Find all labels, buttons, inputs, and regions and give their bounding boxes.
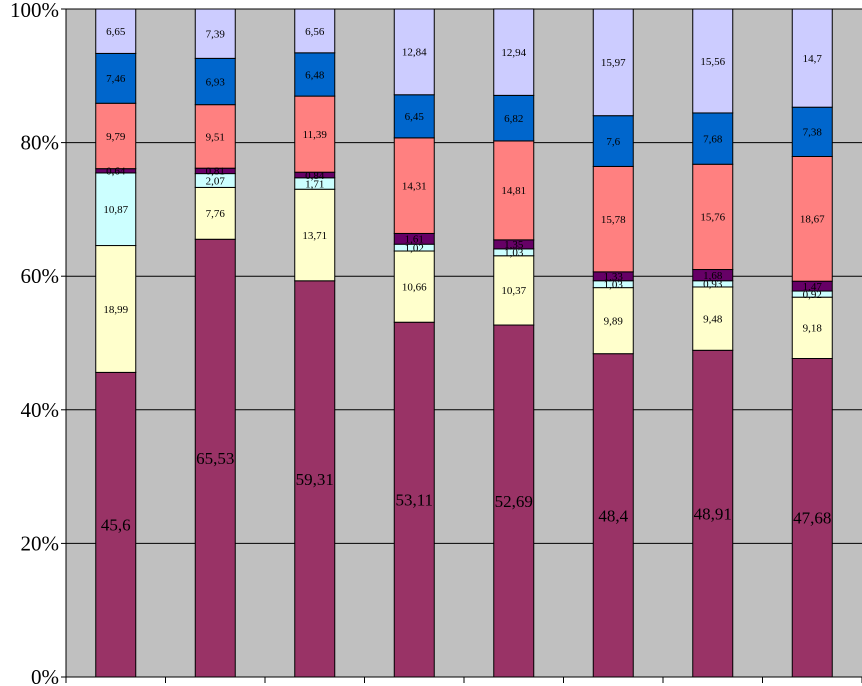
data-label: 15,97 <box>601 57 626 69</box>
bar-segment-series-2 <box>95 245 137 373</box>
y-tick-label: 40% <box>21 398 60 422</box>
data-label: 9,79 <box>106 131 126 143</box>
data-label: 10,87 <box>103 204 128 216</box>
bar-segment-series-7 <box>692 8 734 114</box>
bar-segment-series-5 <box>791 155 833 282</box>
bar-segment-series-7 <box>592 8 634 117</box>
bar-segment-series-1 <box>95 371 137 678</box>
bar-segment-series-1 <box>393 321 435 678</box>
data-label: 6,56 <box>305 26 325 38</box>
data-label: 0,92 <box>803 289 822 301</box>
data-label: 0,64 <box>106 166 126 178</box>
data-label: 48,91 <box>694 505 732 524</box>
bar-segment-series-6 <box>95 52 137 104</box>
bar-segment-series-7 <box>294 8 336 54</box>
data-label: 7,76 <box>206 208 226 220</box>
data-label: 9,48 <box>703 313 723 325</box>
data-label: 6,45 <box>405 111 425 123</box>
data-label: 1,03 <box>504 247 524 259</box>
data-label: 6,48 <box>305 69 325 81</box>
data-label: 52,69 <box>495 492 533 511</box>
data-label: 10,37 <box>501 285 526 297</box>
data-label: 9,51 <box>206 131 225 143</box>
bar-segment-series-5 <box>194 104 236 169</box>
y-tick-label: 0% <box>31 665 59 686</box>
data-label: 18,67 <box>800 214 825 226</box>
bar-segment-series-7 <box>194 8 236 59</box>
bar-segment-series-5 <box>592 165 634 273</box>
data-label: 47,68 <box>793 509 831 528</box>
data-label: 48,4 <box>598 506 628 525</box>
bar-segment-series-2 <box>791 296 833 359</box>
data-label: 7,68 <box>703 133 723 145</box>
data-label: 15,78 <box>601 214 626 226</box>
data-label: 59,31 <box>296 470 334 489</box>
bar-segment-series-5 <box>294 95 336 173</box>
bar-segment-series-7 <box>95 8 137 54</box>
data-label: 1,61 <box>405 234 424 246</box>
data-label: 1,33 <box>604 271 624 283</box>
data-label: 65,53 <box>196 449 234 468</box>
bar-segment-series-6 <box>791 106 833 157</box>
data-label: 53,11 <box>395 491 433 510</box>
y-tick-label: 100% <box>10 0 59 22</box>
bar-segment-series-5 <box>393 137 435 234</box>
data-label: 6,82 <box>504 113 523 125</box>
data-label: 1,35 <box>504 239 524 251</box>
bar-segment-series-5 <box>493 140 535 241</box>
data-label: 0,93 <box>703 279 723 291</box>
y-tick-label: 60% <box>21 264 60 288</box>
data-label: 9,18 <box>803 323 823 335</box>
bar-segment-series-5 <box>692 163 734 271</box>
data-label: 14,31 <box>402 181 427 193</box>
bar-segment-series-2 <box>692 286 734 351</box>
bar-segment-series-2 <box>393 250 435 323</box>
bar-segment-series-6 <box>692 112 734 165</box>
bar-segment-series-1 <box>294 280 336 678</box>
data-label: 1,47 <box>803 281 823 293</box>
bar-segment-series-6 <box>194 57 236 106</box>
bar-segment-series-7 <box>493 8 535 96</box>
data-label: 45,6 <box>101 516 131 535</box>
data-label: 15,76 <box>700 212 725 224</box>
bar-segment-series-6 <box>592 115 634 167</box>
data-label: 7,6 <box>606 136 620 148</box>
data-label: 0,84 <box>305 170 325 182</box>
data-label: 10,66 <box>402 281 427 293</box>
data-label: 2,07 <box>206 175 226 187</box>
data-label: 7,39 <box>206 29 226 41</box>
bar-segment-series-5 <box>95 102 137 170</box>
bar-segment-series-1 <box>493 324 535 678</box>
data-label: 1,02 <box>405 242 424 254</box>
data-label: 14,7 <box>803 53 823 65</box>
data-label: 1,03 <box>604 279 624 291</box>
y-tick-label: 20% <box>21 531 60 555</box>
y-tick-label: 80% <box>21 131 60 155</box>
data-label: 12,84 <box>402 47 427 59</box>
data-label: 0,81 <box>206 166 225 178</box>
data-label: 15,56 <box>700 56 725 68</box>
bar-segment-series-7 <box>791 8 833 108</box>
data-label: 11,39 <box>303 129 328 141</box>
data-label: 7,46 <box>106 73 126 85</box>
bar-segment-series-2 <box>493 255 535 326</box>
data-label: 12,94 <box>501 47 526 59</box>
data-label: 14,81 <box>501 185 526 197</box>
plot-area <box>66 9 862 677</box>
data-label: 6,65 <box>106 26 126 38</box>
bar-segment-series-1 <box>791 357 833 678</box>
data-label: 18,99 <box>103 304 128 316</box>
data-label: 9,89 <box>604 316 624 328</box>
data-label: 1,71 <box>305 178 324 190</box>
data-label: 13,71 <box>302 230 327 242</box>
bar-segment-series-6 <box>393 94 435 139</box>
bar-segment-series-2 <box>294 188 336 282</box>
data-label: 7,38 <box>803 127 823 139</box>
data-label: 1,68 <box>703 270 723 282</box>
bar-segment-series-7 <box>393 8 435 96</box>
data-label: 6,93 <box>206 76 226 88</box>
